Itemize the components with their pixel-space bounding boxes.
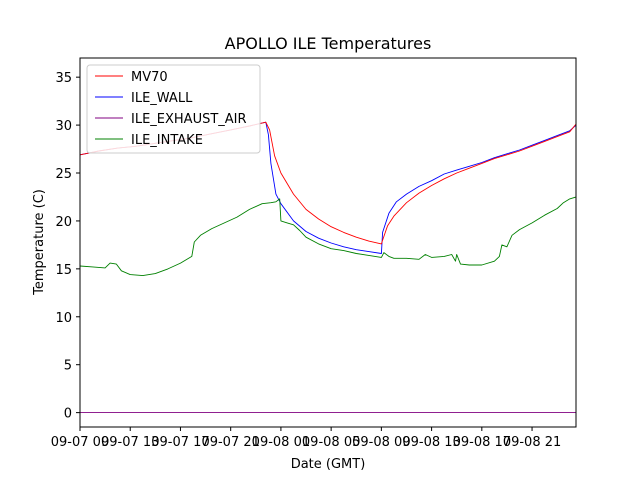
y-tick-label: 25 <box>55 167 72 182</box>
y-tick-label: 10 <box>55 311 72 326</box>
x-tick-label: 09-08 21 <box>503 435 561 450</box>
y-tick-label: 5 <box>64 359 72 374</box>
y-tick-label: 30 <box>55 119 72 134</box>
y-tick-label: 35 <box>55 71 72 86</box>
x-axis-label: Date (GMT) <box>291 457 366 472</box>
legend-box <box>86 64 261 154</box>
legend-label: ILE_INTAKE <box>131 133 203 148</box>
x-tick-label: 09-07 13 <box>101 435 159 450</box>
legend: MV70 ILE_WALL ILE_EXHAUST_AIR ILE_INTAKE <box>86 64 261 154</box>
x-tick-label: 09-08 09 <box>352 435 410 450</box>
x-tick-label: 09-07 09 <box>51 435 109 450</box>
y-axis-label: Temperature (C) <box>32 189 47 296</box>
series-line-ile-intake <box>80 196 576 277</box>
x-tick-label: 09-08 05 <box>302 435 360 450</box>
x-tick-label: 09-08 17 <box>453 435 511 450</box>
chart-title: APOLLO ILE Temperatures <box>225 34 432 53</box>
x-tick-label: 09-08 01 <box>252 435 310 450</box>
x-tick-label: 09-07 21 <box>201 435 259 450</box>
legend-label: MV70 <box>131 70 168 85</box>
y-tick-label: 20 <box>55 215 72 230</box>
plot-frame <box>79 57 577 428</box>
y-ticks: 0 5 10 15 20 25 30 35 <box>55 71 80 422</box>
x-tick-label: 09-08 13 <box>402 435 460 450</box>
y-tick-label: 0 <box>64 407 72 422</box>
y-tick-label: 15 <box>55 263 72 278</box>
x-tick-label: 09-07 17 <box>151 435 209 450</box>
legend-label: ILE_WALL <box>131 91 193 106</box>
legend-label: ILE_EXHAUST_AIR <box>131 112 247 127</box>
